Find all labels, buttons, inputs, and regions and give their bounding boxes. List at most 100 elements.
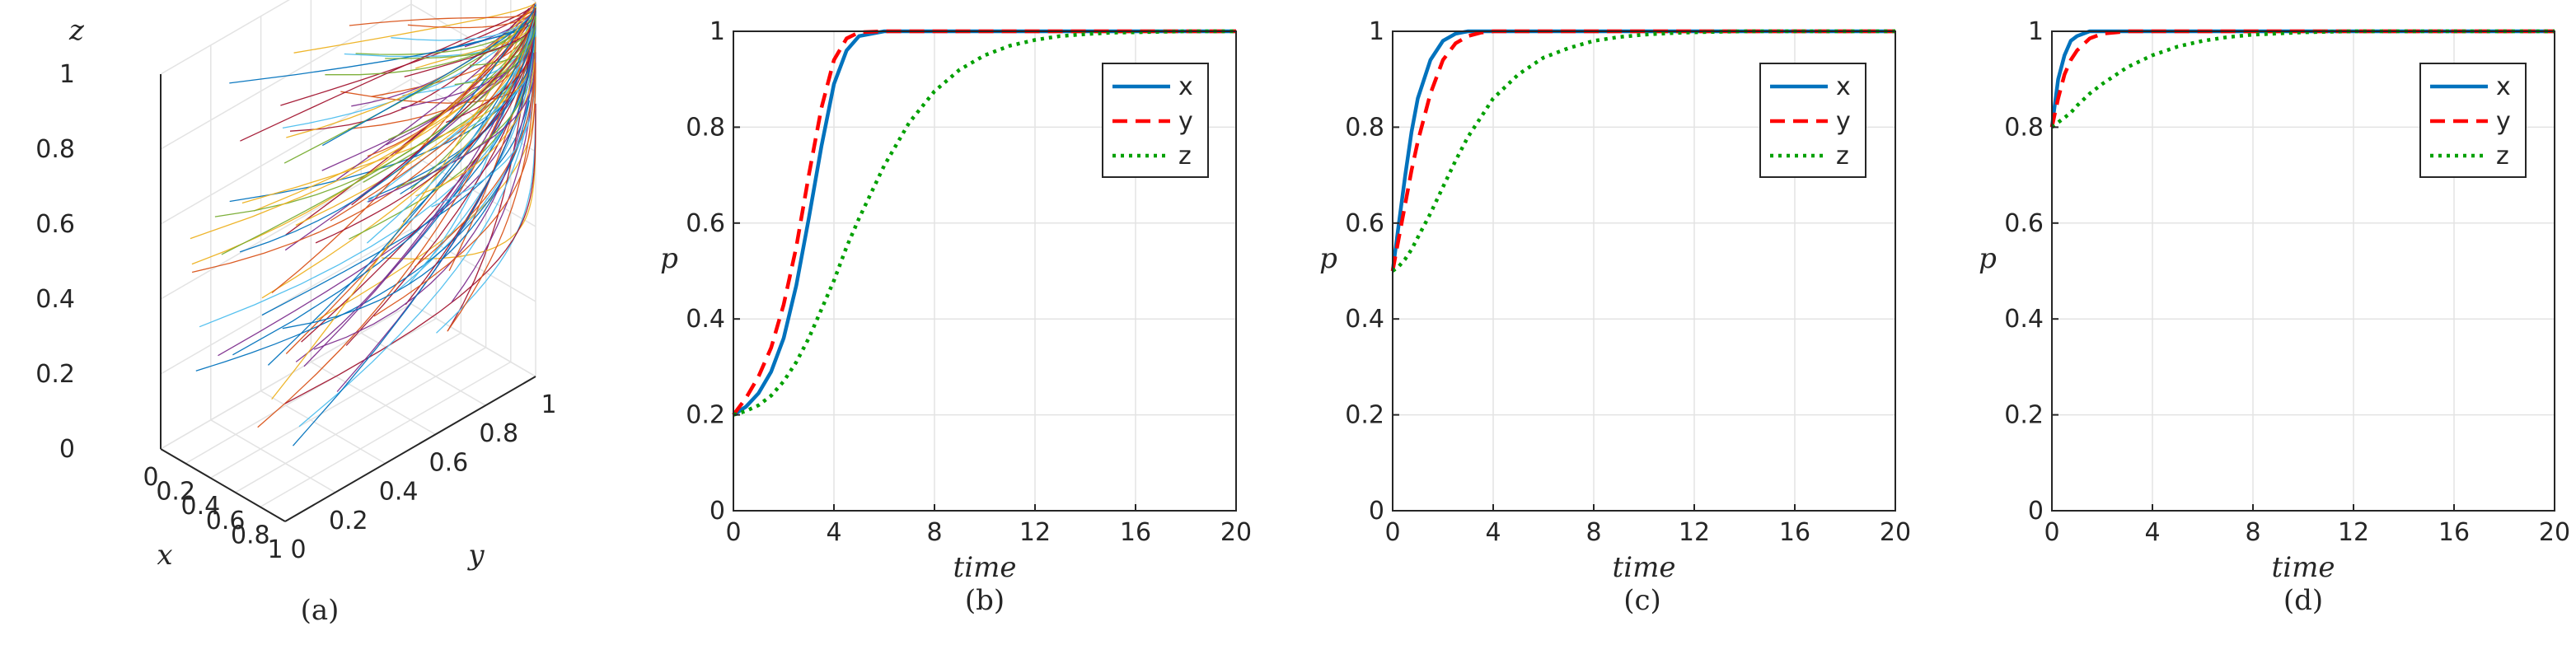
axes-box xyxy=(1392,30,1896,512)
wall-grid-line xyxy=(410,3,536,77)
x-tick-label: 0.8 xyxy=(231,521,270,549)
legend-label-y: y xyxy=(1836,107,1851,136)
x-axis-label: time xyxy=(953,551,1017,584)
x-axis-label: time xyxy=(2272,551,2335,584)
legend-label-y: y xyxy=(2496,107,2511,136)
panel-a-3d-trajectories: 00.20.40.60.81 00.20.40.60.8100.20.40.60.… xyxy=(35,0,557,627)
y-tick-label: 0.8 xyxy=(479,419,518,448)
x-tick-label: 16 xyxy=(1779,518,1810,547)
trajectory-line xyxy=(373,62,536,317)
legend-label-z: z xyxy=(1836,142,1849,171)
y-tick-label: 0.6 xyxy=(429,448,469,477)
floor-grid-line xyxy=(260,361,512,508)
floor-grid-line xyxy=(185,317,437,465)
x-tick-label: 20 xyxy=(1220,518,1252,547)
x-axis-label: x xyxy=(157,539,172,572)
x-tick-label: 16 xyxy=(2438,518,2470,547)
x-tick-label: 4 xyxy=(826,518,841,547)
x-axis-line xyxy=(160,448,286,522)
x-tick-label: 8 xyxy=(2245,518,2260,547)
y-tick-label: 0 xyxy=(290,535,306,564)
trajectory-line xyxy=(267,18,534,366)
z-tick-label: 0.4 xyxy=(35,285,75,314)
trajectory-line xyxy=(271,26,526,400)
wall-grid-line xyxy=(532,0,536,2)
series-line-z xyxy=(733,29,1236,417)
y-tick-label: 0.4 xyxy=(379,478,419,507)
y-tick-label: 0.8 xyxy=(686,113,725,142)
wall-grid-line xyxy=(160,78,412,225)
trajectory-line xyxy=(284,103,536,404)
y-axis-label: p xyxy=(660,242,678,275)
legend-label-z: z xyxy=(1178,142,1192,171)
y-axis-label: y xyxy=(466,539,485,572)
z-tick-label: 1 xyxy=(59,60,75,89)
floor-grid-line xyxy=(210,332,461,479)
trajectory-line xyxy=(315,63,527,244)
x-tick-label: 20 xyxy=(2539,518,2570,547)
y-tick-label: 1 xyxy=(2028,17,2044,46)
floor-grid-line xyxy=(210,419,336,493)
panel-caption: (b) xyxy=(965,584,1005,617)
z-tick-label: 0.6 xyxy=(35,210,75,239)
legend-label-x: x xyxy=(2496,72,2511,101)
x-tick-label: 12 xyxy=(1679,518,1710,547)
y-tick-label: 0.4 xyxy=(686,305,725,334)
floor-grid-line xyxy=(360,332,486,406)
wall-grid-line xyxy=(410,228,536,302)
z-tick-label: 0.8 xyxy=(35,135,75,164)
floor-grid-line xyxy=(410,303,536,377)
y-tick-label: 0.2 xyxy=(329,507,368,535)
z-axis-label: z xyxy=(68,14,85,47)
trajectory-line xyxy=(240,3,536,142)
z-tick-label: 0 xyxy=(59,435,75,464)
x-tick-label: 12 xyxy=(2338,518,2369,547)
y-tick-label: 0 xyxy=(2028,497,2044,526)
y-axis-label: p xyxy=(1979,242,1997,275)
x-tick-label: 20 xyxy=(1880,518,1911,547)
y-tick-label: 0.8 xyxy=(2004,113,2044,142)
legend: xyz xyxy=(1102,63,1209,178)
wall-grid-line xyxy=(160,0,290,75)
y-tick-label: 0.6 xyxy=(2004,209,2044,238)
x-tick-label: 0 xyxy=(2044,518,2059,547)
trajectory-line xyxy=(293,2,536,54)
y-axis-label: p xyxy=(1319,242,1337,275)
x-tick-label: 0.6 xyxy=(206,507,246,535)
trajectory-line xyxy=(349,9,534,26)
y-tick-label: 1 xyxy=(1369,17,1384,46)
y-tick-label: 0.6 xyxy=(1345,209,1384,238)
y-tick-label: 0 xyxy=(1369,497,1384,526)
trajectory-line xyxy=(447,37,536,332)
trajectory-line xyxy=(257,26,532,428)
legend-label-x: x xyxy=(1178,72,1193,101)
y-tick-label: 0.2 xyxy=(686,401,725,430)
legend-label-z: z xyxy=(2496,142,2509,171)
y-tick-label: 0.2 xyxy=(2004,401,2044,430)
x-tick-label: 8 xyxy=(926,518,942,547)
x-tick-label: 4 xyxy=(1485,518,1501,547)
panel-caption: (c) xyxy=(1623,584,1661,617)
legend: xyz xyxy=(2419,63,2527,178)
x-tick-label: 0 xyxy=(143,463,158,492)
x-tick-label: 12 xyxy=(1019,518,1051,547)
trajectory-line xyxy=(239,23,524,253)
y-tick-label: 0.4 xyxy=(1345,305,1384,334)
x-axis-label: time xyxy=(1613,551,1676,584)
axes-box xyxy=(2051,30,2555,512)
trajectory-line xyxy=(351,7,536,206)
x-tick-label: 16 xyxy=(1120,518,1151,547)
z-tick-label: 0.2 xyxy=(35,360,75,389)
y-axis-line xyxy=(284,376,536,522)
floor-grid-line xyxy=(235,347,486,493)
y-tick-label: 0.8 xyxy=(1345,113,1384,142)
wall-grid-line xyxy=(160,228,412,375)
floor-grid-line xyxy=(311,361,436,436)
wall-grid-line xyxy=(160,303,412,450)
axes-box xyxy=(733,30,1237,512)
y-tick-label: 1 xyxy=(541,390,556,419)
x-tick-label: 0.4 xyxy=(181,492,221,521)
wall-grid-line xyxy=(410,153,536,227)
x-tick-label: 4 xyxy=(2144,518,2160,547)
